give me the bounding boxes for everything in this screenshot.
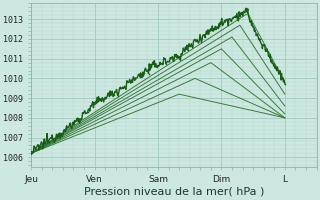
X-axis label: Pression niveau de la mer( hPa ): Pression niveau de la mer( hPa ) (84, 187, 264, 197)
